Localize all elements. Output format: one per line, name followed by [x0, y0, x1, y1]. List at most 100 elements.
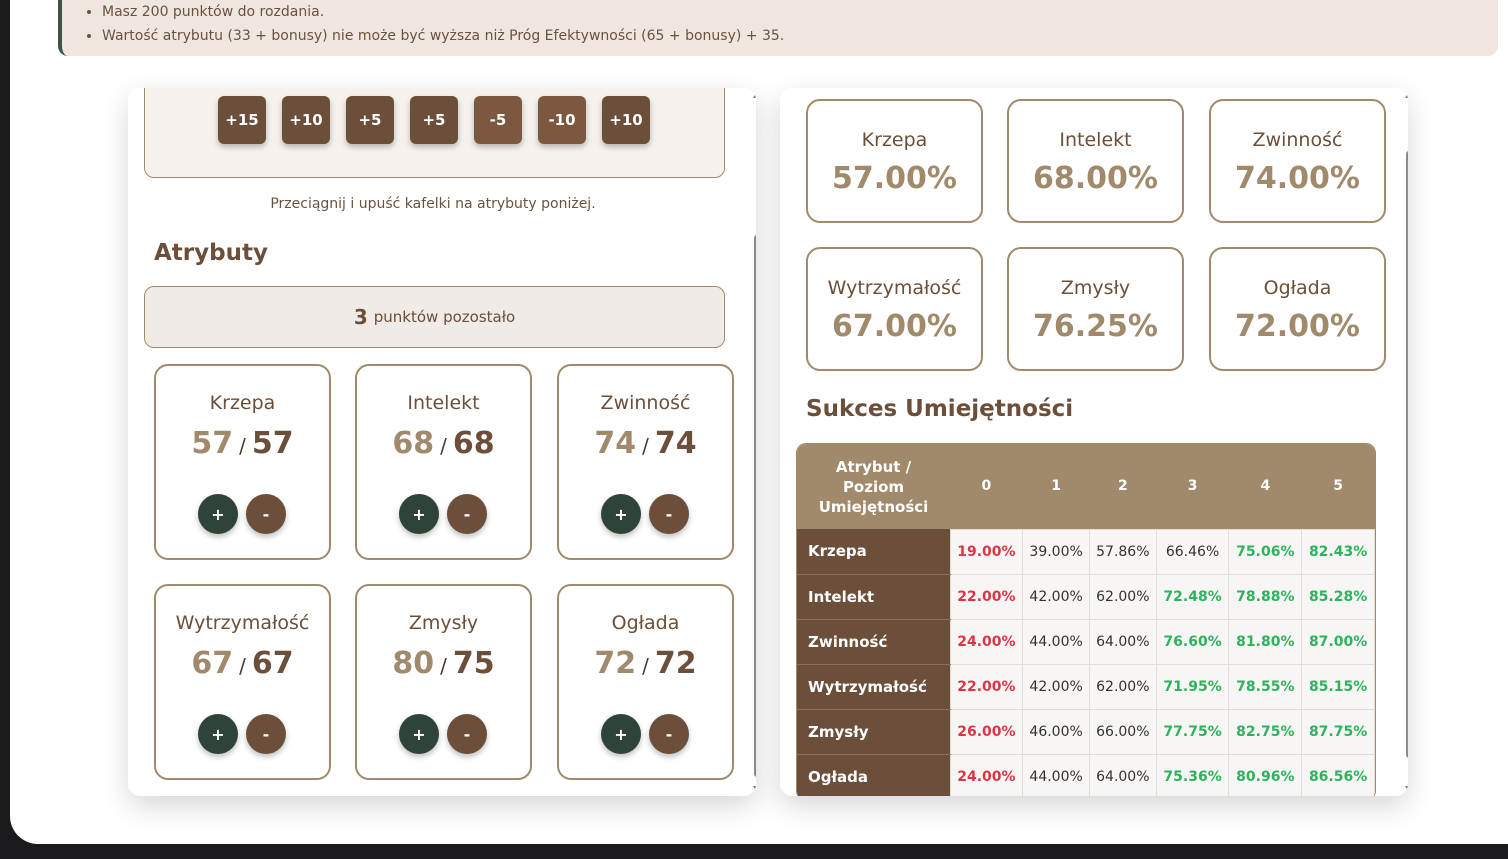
table-corner-header: Atrybut / Poziom Umiejętności: [797, 444, 950, 529]
table-cell: 85.15%: [1301, 663, 1375, 710]
increase-button[interactable]: +: [601, 494, 641, 534]
pct-card-wytrzymalosc: Wytrzymałość 67.00%: [806, 247, 983, 371]
pct-value: 57.00%: [832, 161, 957, 196]
corner-line: Poziom: [842, 477, 905, 496]
left-scrollbar[interactable]: [750, 88, 756, 796]
pct-value: 68.00%: [1033, 161, 1158, 196]
attr-separator: /: [440, 434, 447, 458]
remaining-points: 3 punktów pozostało: [144, 286, 725, 348]
table-row: Krzepa 19.00% 39.00% 57.86% 66.46% 75.06% 82.4…: [797, 528, 1375, 575]
attr-max: 75: [452, 646, 495, 681]
level-header: 4: [1228, 444, 1302, 529]
tile-plus-15[interactable]: +15: [218, 96, 266, 144]
row-attribute-name: Intelekt: [797, 574, 950, 620]
level-header: 5: [1301, 444, 1375, 529]
attributes-title: Atrybuty: [154, 240, 268, 266]
increase-button[interactable]: +: [198, 494, 238, 534]
attr-max: 68: [452, 426, 495, 461]
tile-plus-10[interactable]: +10: [602, 96, 650, 144]
increase-button[interactable]: +: [601, 714, 641, 754]
scrollbar-thumb[interactable]: [754, 235, 756, 777]
attr-card-zwinnosc[interactable]: Zwinność 74/74 + -: [557, 364, 734, 560]
pct-card-zmysly: Zmysły 76.25%: [1007, 247, 1184, 371]
level-header: 3: [1156, 444, 1229, 529]
pct-value: 74.00%: [1235, 161, 1360, 196]
level-header: 0: [950, 444, 1023, 529]
attr-card-intelekt[interactable]: Intelekt 68/68 + -: [355, 364, 532, 560]
table-row: Zwinność 24.00% 44.00% 64.00% 76.60% 81.80% 87…: [797, 618, 1375, 665]
scroll-down-arrow-icon[interactable]: [1405, 786, 1408, 792]
attr-card-oglada[interactable]: Ogłada 72/72 + -: [557, 584, 734, 780]
table-cell: 46.00%: [1022, 708, 1090, 755]
attr-name: Zwinność: [600, 392, 691, 414]
corner-line: Atrybut /: [835, 457, 912, 476]
table-cell: 62.00%: [1088, 663, 1157, 710]
table-cell: 78.55%: [1228, 663, 1303, 710]
right-scrollbar[interactable]: [1402, 88, 1408, 796]
tile-minus-10[interactable]: -10: [538, 96, 586, 144]
increase-button[interactable]: +: [198, 714, 238, 754]
increase-button[interactable]: +: [399, 494, 439, 534]
decrease-button[interactable]: -: [447, 714, 487, 754]
attr-values: 57/57: [156, 426, 329, 461]
scroll-down-arrow-icon[interactable]: [753, 786, 756, 792]
tile-plus-5[interactable]: +5: [410, 96, 458, 144]
attr-current: 57: [191, 426, 234, 461]
tile-plus-5[interactable]: +5: [346, 96, 394, 144]
attr-name: Wytrzymałość: [175, 612, 310, 634]
level-header: 2: [1089, 444, 1157, 529]
table-cell: 81.80%: [1228, 618, 1303, 665]
attr-separator: /: [239, 654, 246, 678]
remaining-count: 3: [353, 305, 368, 329]
attr-card-wytrzymalosc[interactable]: Wytrzymałość 67/67 + -: [154, 584, 331, 780]
attr-name: Krzepa: [209, 392, 276, 414]
skills-table: Atrybut / Poziom Umiejętności 0 1 2 3 4 …: [796, 443, 1376, 796]
info-list: Masz 200 punktów do rozdania. Wartość at…: [102, 0, 784, 48]
table-cell: 71.95%: [1155, 663, 1230, 710]
scrollbar-thumb[interactable]: [1406, 151, 1408, 758]
table-cell: 75.06%: [1228, 528, 1303, 575]
pct-name: Krzepa: [861, 129, 928, 151]
table-cell: 22.00%: [949, 663, 1024, 710]
attr-max: 67: [251, 646, 294, 681]
attr-card-zmysly[interactable]: Zmysły 80/75 + -: [355, 584, 532, 780]
table-cell: 64.00%: [1088, 753, 1157, 796]
table-cell: 76.60%: [1155, 618, 1230, 665]
attr-current: 68: [392, 426, 435, 461]
scroll-up-arrow-icon[interactable]: [753, 92, 756, 98]
scroll-up-arrow-icon[interactable]: [1405, 92, 1408, 98]
decrease-button[interactable]: -: [447, 494, 487, 534]
table-cell: 19.00%: [949, 528, 1024, 575]
increase-button[interactable]: +: [399, 714, 439, 754]
attr-name: Ogłada: [611, 612, 680, 634]
pct-value: 76.25%: [1033, 309, 1158, 344]
row-attribute-name: Zmysły: [797, 709, 950, 755]
tile-plus-10[interactable]: +10: [282, 96, 330, 144]
attr-card-krzepa[interactable]: Krzepa 57/57 + -: [154, 364, 331, 560]
decrease-button[interactable]: -: [246, 494, 286, 534]
results-panel: Krzepa 57.00% Intelekt 68.00% Zwinność 7…: [780, 88, 1408, 796]
attr-name: Intelekt: [407, 392, 480, 414]
table-cell: 77.75%: [1155, 708, 1230, 755]
table-cell: 62.00%: [1088, 573, 1157, 620]
attr-max: 57: [251, 426, 294, 461]
table-cell: 66.46%: [1155, 528, 1230, 575]
info-box: Masz 200 punktów do rozdania. Wartość at…: [58, 0, 1498, 56]
row-attribute-name: Wytrzymałość: [797, 664, 950, 710]
row-attribute-name: Ogłada: [797, 754, 950, 796]
table-cell: 44.00%: [1022, 618, 1090, 665]
decrease-button[interactable]: -: [649, 494, 689, 534]
table-row: Intelekt 22.00% 42.00% 62.00% 72.48% 78.88% 85…: [797, 573, 1375, 620]
attr-separator: /: [642, 434, 649, 458]
tile-minus-5[interactable]: -5: [474, 96, 522, 144]
decrease-button[interactable]: -: [649, 714, 689, 754]
table-cell: 82.43%: [1301, 528, 1375, 575]
table-cell: 78.88%: [1228, 573, 1303, 620]
decrease-button[interactable]: -: [246, 714, 286, 754]
table-cell: 85.28%: [1301, 573, 1375, 620]
table-cell: 26.00%: [949, 708, 1024, 755]
table-cell: 42.00%: [1022, 573, 1090, 620]
attr-values: 74/74: [559, 426, 732, 461]
remaining-label: punktów pozostało: [373, 308, 516, 326]
table-cell: 80.96%: [1228, 753, 1303, 796]
